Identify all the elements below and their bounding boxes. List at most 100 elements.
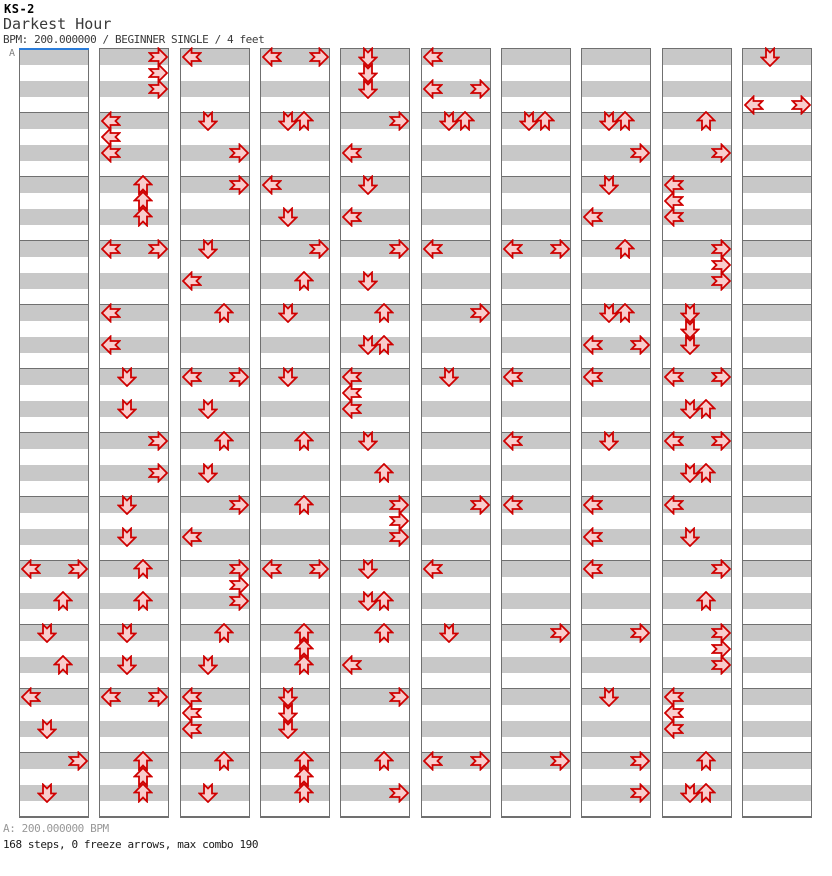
arrow-down-icon bbox=[198, 783, 218, 803]
arrow-right-icon bbox=[229, 367, 249, 387]
arrow-left-icon bbox=[182, 719, 202, 739]
arrow-left-icon bbox=[583, 335, 603, 355]
arrow-up-icon bbox=[53, 591, 73, 611]
arrow-left-icon bbox=[182, 271, 202, 291]
arrow-down-icon bbox=[358, 335, 378, 355]
arrow-up-icon bbox=[133, 191, 153, 211]
arrow-right-icon bbox=[630, 783, 650, 803]
arrow-up-icon bbox=[133, 207, 153, 227]
arrow-right-icon bbox=[309, 559, 329, 579]
arrow-left-icon bbox=[423, 79, 443, 99]
bpm-marker-label: A bbox=[9, 48, 16, 59]
arrow-down-icon bbox=[278, 111, 298, 131]
arrow-down-icon bbox=[198, 655, 218, 675]
arrow-up-icon bbox=[696, 751, 716, 771]
arrow-down-icon bbox=[198, 463, 218, 483]
arrow-up-icon bbox=[294, 431, 314, 451]
arrow-left-icon bbox=[262, 175, 282, 195]
chart-column-10 bbox=[742, 47, 812, 818]
arrow-left-icon bbox=[182, 367, 202, 387]
arrow-right-icon bbox=[630, 143, 650, 163]
arrow-left-icon bbox=[21, 687, 41, 707]
arrow-up-icon bbox=[294, 111, 314, 131]
arrow-left-icon bbox=[101, 303, 121, 323]
arrow-up-icon bbox=[615, 111, 635, 131]
arrow-down-icon bbox=[358, 79, 378, 99]
arrow-right-icon bbox=[550, 751, 570, 771]
arrow-left-icon bbox=[503, 239, 523, 259]
arrow-left-icon bbox=[101, 687, 121, 707]
arrow-down-icon bbox=[760, 47, 780, 67]
arrow-up-icon bbox=[294, 783, 314, 803]
arrow-down-icon bbox=[278, 703, 298, 723]
arrow-left-icon bbox=[182, 47, 202, 67]
arrow-left-icon bbox=[101, 239, 121, 259]
arrow-right-icon bbox=[550, 239, 570, 259]
arrow-up-icon bbox=[374, 463, 394, 483]
chart-column-8 bbox=[581, 48, 651, 818]
arrow-down-icon bbox=[439, 111, 459, 131]
arrow-left-icon bbox=[342, 207, 362, 227]
arrow-down-icon bbox=[198, 111, 218, 131]
arrow-down-icon bbox=[599, 431, 619, 451]
arrow-up-icon bbox=[374, 335, 394, 355]
arrow-down-icon bbox=[599, 111, 619, 131]
arrow-down-icon bbox=[37, 719, 57, 739]
arrow-right-icon bbox=[389, 687, 409, 707]
arrow-up-icon bbox=[133, 783, 153, 803]
arrow-right-icon bbox=[229, 591, 249, 611]
arrow-right-icon bbox=[470, 751, 490, 771]
arrow-down-icon bbox=[278, 367, 298, 387]
arrow-right-icon bbox=[711, 143, 731, 163]
arrow-right-icon bbox=[229, 495, 249, 515]
arrow-up-icon bbox=[374, 751, 394, 771]
arrow-down-icon bbox=[680, 463, 700, 483]
arrow-up-icon bbox=[294, 639, 314, 659]
arrow-right-icon bbox=[711, 271, 731, 291]
chart-column-3 bbox=[180, 47, 250, 818]
arrow-left-icon bbox=[583, 527, 603, 547]
arrow-left-icon bbox=[664, 719, 684, 739]
arrow-left-icon bbox=[503, 495, 523, 515]
arrow-down-icon bbox=[358, 47, 378, 67]
chart-column-9 bbox=[662, 48, 732, 818]
arrow-right-icon bbox=[389, 527, 409, 547]
arrow-up-icon bbox=[214, 303, 234, 323]
arrow-up-icon bbox=[615, 239, 635, 259]
arrow-left-icon bbox=[342, 655, 362, 675]
arrow-down-icon bbox=[198, 399, 218, 419]
arrow-down-icon bbox=[278, 207, 298, 227]
arrow-left-icon bbox=[503, 431, 523, 451]
chart-column-5 bbox=[340, 47, 410, 818]
arrow-left-icon bbox=[423, 751, 443, 771]
arrow-down-icon bbox=[278, 719, 298, 739]
arrow-right-icon bbox=[148, 239, 168, 259]
arrow-up-icon bbox=[133, 559, 153, 579]
arrow-up-icon bbox=[696, 463, 716, 483]
arrow-left-icon bbox=[664, 495, 684, 515]
arrow-up-icon bbox=[133, 175, 153, 195]
arrow-down-icon bbox=[117, 399, 137, 419]
chart-column-6 bbox=[421, 47, 491, 818]
chart-column-2 bbox=[99, 47, 169, 818]
arrow-down-icon bbox=[358, 559, 378, 579]
arrow-down-icon bbox=[37, 623, 57, 643]
arrow-left-icon bbox=[664, 207, 684, 227]
arrow-right-icon bbox=[389, 111, 409, 131]
arrow-down-icon bbox=[439, 623, 459, 643]
arrow-right-icon bbox=[791, 95, 811, 115]
arrow-down-icon bbox=[117, 367, 137, 387]
arrow-left-icon bbox=[503, 367, 523, 387]
arrow-up-icon bbox=[294, 271, 314, 291]
arrow-left-icon bbox=[423, 239, 443, 259]
arrow-right-icon bbox=[470, 495, 490, 515]
arrow-right-icon bbox=[68, 751, 88, 771]
arrow-up-icon bbox=[133, 591, 153, 611]
arrow-left-icon bbox=[182, 527, 202, 547]
arrow-right-icon bbox=[148, 79, 168, 99]
arrow-left-icon bbox=[423, 559, 443, 579]
arrow-left-icon bbox=[21, 559, 41, 579]
arrow-left-icon bbox=[101, 143, 121, 163]
arrow-down-icon bbox=[278, 687, 298, 707]
